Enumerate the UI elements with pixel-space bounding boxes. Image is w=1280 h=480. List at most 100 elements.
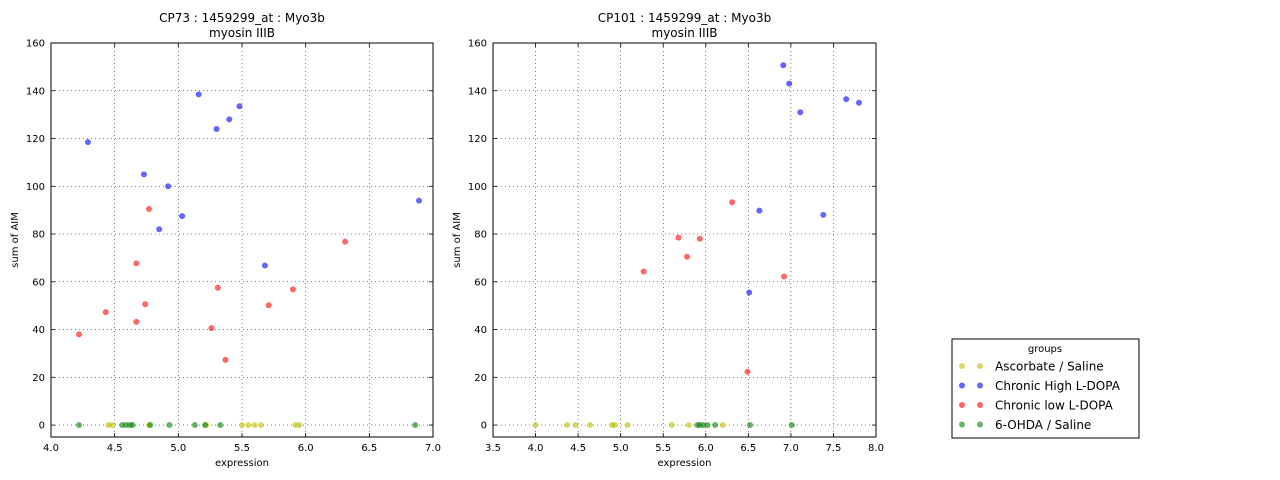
data-point-ascorbate-saline xyxy=(296,422,303,429)
y-tick-label: 100 xyxy=(468,182,487,193)
data-point-chronic-low-l-dopa xyxy=(208,325,215,332)
data-point-chronic-low-l-dopa xyxy=(640,268,647,275)
x-tick-label: 4.0 xyxy=(43,443,59,454)
x-tick-label: 6.0 xyxy=(698,443,714,454)
data-point-chronic-high-l-dopa xyxy=(156,226,163,233)
x-tick-label: 6.0 xyxy=(298,443,314,454)
data-point-chronic-high-l-dopa xyxy=(261,262,268,269)
x-tick-label: 8.0 xyxy=(868,443,884,454)
data-point-chronic-high-l-dopa xyxy=(213,125,220,132)
data-point-chronic-low-l-dopa xyxy=(76,331,83,338)
data-point-6-ohda-saline xyxy=(712,422,719,429)
data-point-chronic-high-l-dopa xyxy=(140,171,147,178)
data-point-6-ohda-saline xyxy=(191,422,198,429)
legend-item-label: Chronic High L-DOPA xyxy=(995,379,1121,393)
data-point-chronic-high-l-dopa xyxy=(195,91,202,98)
legend-item-label: 6-OHDA / Saline xyxy=(995,418,1091,432)
data-point-ascorbate-saline xyxy=(109,422,116,429)
legend-marker xyxy=(977,421,983,428)
data-point-chronic-low-l-dopa xyxy=(684,253,691,260)
data-point-6-ohda-saline xyxy=(788,422,795,429)
y-tick-label: 20 xyxy=(474,373,487,384)
data-point-6-ohda-saline xyxy=(217,422,224,429)
x-tick-label: 5.5 xyxy=(655,443,671,454)
data-point-6-ohda-saline xyxy=(412,422,419,429)
data-point-ascorbate-saline xyxy=(532,422,539,429)
data-point-chronic-low-l-dopa xyxy=(696,235,703,242)
data-point-chronic-low-l-dopa xyxy=(342,238,349,245)
y-tick-label: 0 xyxy=(39,421,45,432)
data-point-chronic-low-l-dopa xyxy=(744,368,751,375)
data-point-chronic-high-l-dopa xyxy=(786,80,793,87)
data-point-chronic-low-l-dopa xyxy=(133,318,140,325)
data-point-ascorbate-saline xyxy=(668,422,675,429)
data-point-ascorbate-saline xyxy=(258,422,265,429)
y-tick-label: 80 xyxy=(32,230,45,241)
data-point-chronic-high-l-dopa xyxy=(415,197,422,204)
x-tick-label: 7.5 xyxy=(825,443,841,454)
data-point-chronic-high-l-dopa xyxy=(84,139,91,146)
data-point-chronic-high-l-dopa xyxy=(236,103,243,110)
legend: groups Ascorbate / Saline Chronic High L-D… xyxy=(951,338,1140,439)
x-tick-label: 7.0 xyxy=(425,443,441,454)
legend-title: groups xyxy=(1028,344,1062,355)
y-tick-label: 120 xyxy=(468,134,487,145)
data-point-chronic-high-l-dopa xyxy=(843,96,850,103)
chart-subtitle: myosin IIIB xyxy=(209,26,275,40)
data-point-6-ohda-saline xyxy=(700,422,707,429)
data-point-6-ohda-saline xyxy=(166,422,173,429)
x-tick-label: 5.0 xyxy=(613,443,629,454)
data-point-chronic-low-l-dopa xyxy=(133,260,140,267)
data-point-ascorbate-saline xyxy=(685,422,692,429)
x-tick-label: 7.0 xyxy=(783,443,799,454)
y-tick-label: 140 xyxy=(26,86,45,97)
data-point-6-ohda-saline xyxy=(76,422,83,429)
y-tick-label: 40 xyxy=(474,325,487,336)
data-point-6-ohda-saline xyxy=(747,422,754,429)
data-point-ascorbate-saline xyxy=(245,422,252,429)
data-point-chronic-high-l-dopa xyxy=(746,289,753,296)
legend-box xyxy=(951,338,1140,439)
data-point-chronic-high-l-dopa xyxy=(820,211,827,218)
data-point-chronic-high-l-dopa xyxy=(756,207,763,214)
legend-marker xyxy=(959,382,965,389)
legend-marker xyxy=(959,421,965,428)
x-tick-label: 3.5 xyxy=(485,443,501,454)
data-point-chronic-high-l-dopa xyxy=(797,109,804,116)
data-point-6-ohda-saline xyxy=(202,422,209,429)
data-point-chronic-high-l-dopa xyxy=(226,116,233,123)
y-tick-label: 60 xyxy=(32,277,45,288)
data-point-ascorbate-saline xyxy=(572,422,579,429)
y-tick-label: 160 xyxy=(26,39,45,50)
data-point-chronic-high-l-dopa xyxy=(780,62,787,69)
data-point-chronic-low-l-dopa xyxy=(729,199,736,206)
y-tick-label: 120 xyxy=(26,134,45,145)
legend-marker xyxy=(977,363,983,369)
data-point-ascorbate-saline xyxy=(587,422,594,429)
data-point-chronic-low-l-dopa xyxy=(781,273,788,280)
x-tick-label: 4.5 xyxy=(107,443,123,454)
x-axis-label: expression xyxy=(215,458,269,469)
legend-marker xyxy=(959,402,965,408)
y-tick-label: 100 xyxy=(26,182,45,193)
y-tick-label: 80 xyxy=(474,230,487,241)
data-point-chronic-low-l-dopa xyxy=(222,356,229,363)
y-tick-label: 40 xyxy=(32,325,45,336)
chart-subtitle: myosin IIIB xyxy=(652,26,718,40)
plot-frame xyxy=(492,42,877,438)
y-axis-label: sum of AIM xyxy=(452,212,463,268)
x-axis-label: expression xyxy=(658,458,712,469)
data-point-ascorbate-saline xyxy=(719,422,726,429)
legend-marker xyxy=(959,363,965,369)
x-tick-label: 4.5 xyxy=(570,443,586,454)
data-point-6-ohda-saline xyxy=(129,422,136,429)
data-point-chronic-low-l-dopa xyxy=(146,205,153,212)
data-point-chronic-low-l-dopa xyxy=(289,286,296,293)
x-tick-label: 6.5 xyxy=(740,443,756,454)
y-tick-label: 140 xyxy=(468,86,487,97)
y-tick-label: 20 xyxy=(32,373,45,384)
data-point-ascorbate-saline xyxy=(564,422,571,429)
